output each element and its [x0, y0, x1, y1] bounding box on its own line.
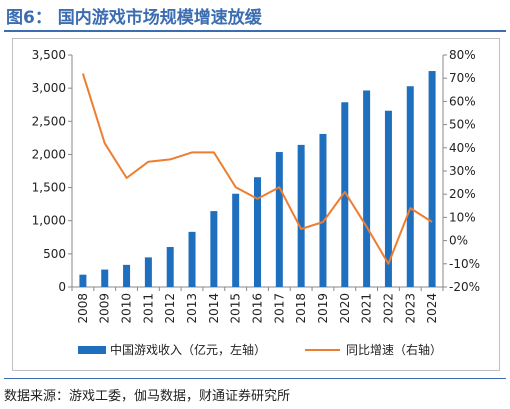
x-tick-label: 2011	[141, 293, 155, 324]
title-underline	[4, 30, 506, 32]
bar	[232, 193, 240, 287]
bar	[341, 102, 349, 287]
y-left-tick-label: 500	[43, 247, 66, 261]
x-tick-label: 2015	[229, 293, 243, 324]
bar	[319, 133, 327, 287]
bar	[79, 274, 87, 287]
line-series	[81, 73, 433, 265]
y-left-tick-label: 2,500	[32, 114, 66, 128]
data-source: 数据来源：游戏工委，伽马数据，财通证券研究所	[4, 389, 291, 404]
x-tick-label: 2024	[425, 293, 439, 324]
bar	[210, 211, 218, 287]
y-left-tick-label: 2,000	[32, 147, 66, 161]
bar	[123, 264, 131, 287]
bar	[428, 71, 436, 288]
x-tick-label: 2017	[272, 293, 286, 324]
bar-series	[79, 71, 436, 288]
bar	[144, 257, 152, 287]
x-tick-label: 2019	[316, 293, 330, 324]
y-right-tick-label: 40%	[449, 141, 476, 155]
legend-label-bar: 中国游戏收入（亿元，左轴）	[110, 342, 266, 357]
chart-axes: 0 500 1,000 1,500 2,000 2,500 3,000 3,500 -20% -1…	[32, 48, 480, 324]
x-tick-label: 2020	[338, 293, 352, 324]
legend-label-line: 同比增速（右轴）	[346, 342, 442, 357]
bar	[188, 231, 196, 287]
y-left-tick-label: 1,500	[32, 181, 66, 195]
bar	[297, 144, 305, 287]
y-left-tick-label: 1,000	[32, 214, 66, 228]
x-tick-label: 2014	[207, 293, 221, 324]
x-tick-label: 2023	[403, 293, 417, 324]
y-right-tick-label: 0%	[449, 234, 468, 248]
bar	[384, 110, 392, 288]
bar	[166, 247, 174, 287]
x-tick-label: 2018	[294, 293, 308, 324]
bar	[363, 90, 371, 287]
y-right-tick-label: -20%	[449, 280, 480, 294]
y-right-tick-label: 30%	[449, 164, 476, 178]
x-tick-label: 2013	[185, 293, 199, 324]
bar	[101, 269, 109, 287]
y-left-tick-label: 3,000	[32, 81, 66, 95]
y-right-tick-label: 10%	[449, 210, 476, 224]
bar	[275, 152, 283, 287]
bar	[406, 86, 414, 287]
y-left-tick-label: 3,500	[32, 48, 66, 62]
x-tick-label: 2016	[251, 293, 265, 324]
y-right-tick-label: -10%	[449, 257, 480, 271]
footer-rule	[4, 378, 506, 379]
chart-frame	[12, 38, 500, 371]
x-tick-label: 2008	[76, 293, 90, 324]
y-left-tick-label: 0	[58, 280, 66, 294]
x-tick-label: 2022	[381, 293, 395, 324]
x-tick-label: 2021	[360, 293, 374, 324]
x-tick-label: 2009	[98, 293, 112, 324]
y-right-tick-label: 50%	[449, 118, 476, 132]
y-right-tick-label: 80%	[449, 48, 476, 62]
x-tick-label: 2010	[120, 293, 134, 324]
y-right-tick-label: 60%	[449, 94, 476, 108]
growth-line	[81, 73, 433, 265]
y-right-tick-label: 20%	[449, 187, 476, 201]
legend-swatch-bar	[78, 346, 106, 354]
x-tick-label: 2012	[163, 293, 177, 324]
y-right-tick-label: 70%	[449, 71, 476, 85]
figure-title: 图6： 国内游戏市场规模增速放缓	[6, 8, 262, 28]
bar	[254, 177, 261, 287]
legend: 中国游戏收入（亿元，左轴） 同比增速（右轴）	[78, 342, 442, 357]
